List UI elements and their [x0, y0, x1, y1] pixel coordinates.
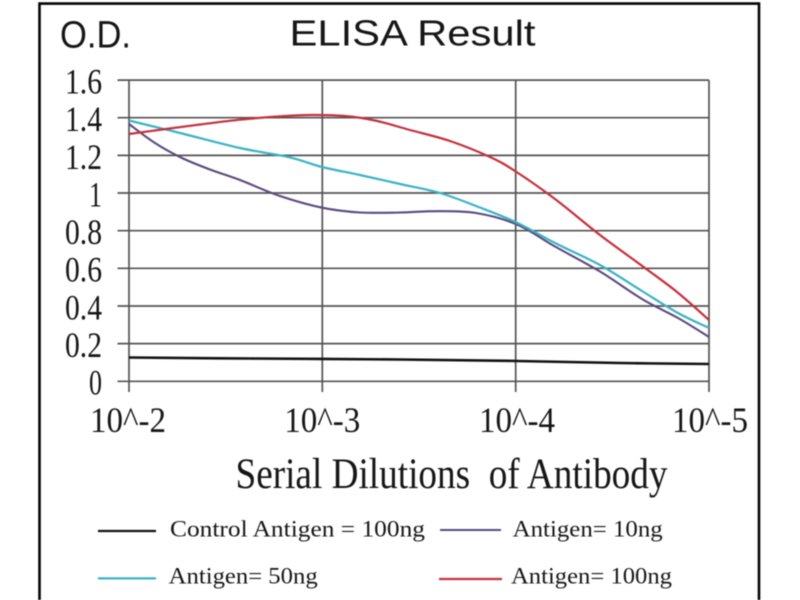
svg-text:Antigen= 10ng: Antigen= 10ng [513, 517, 664, 542]
svg-text:Control Antigen = 100ng: Control Antigen = 100ng [170, 517, 426, 542]
svg-text:1.4: 1.4 [65, 99, 102, 139]
svg-text:Antigen= 100ng: Antigen= 100ng [511, 564, 673, 589]
svg-text:0.8: 0.8 [65, 212, 102, 252]
svg-text:0.6: 0.6 [65, 250, 102, 290]
svg-text:1: 1 [89, 174, 102, 214]
svg-text:Antigen= 50ng: Antigen= 50ng [169, 564, 319, 589]
svg-text:1.2: 1.2 [65, 137, 102, 177]
svg-text:1.6: 1.6 [65, 62, 102, 102]
svg-text:O.D.: O.D. [60, 15, 131, 57]
svg-text:10^-2: 10^-2 [90, 400, 166, 440]
svg-text:10^-3: 10^-3 [284, 400, 360, 440]
svg-text:ELISA Result: ELISA Result [290, 12, 536, 53]
svg-text:10^-4: 10^-4 [479, 400, 555, 440]
svg-text:0.2: 0.2 [65, 325, 102, 365]
svg-text:0.4: 0.4 [65, 287, 102, 327]
svg-text:Serial Dilutions of Antibody: Serial Dilutions of Antibody [236, 450, 668, 498]
svg-text:0: 0 [89, 363, 102, 403]
svg-text:10^-5: 10^-5 [672, 400, 748, 440]
